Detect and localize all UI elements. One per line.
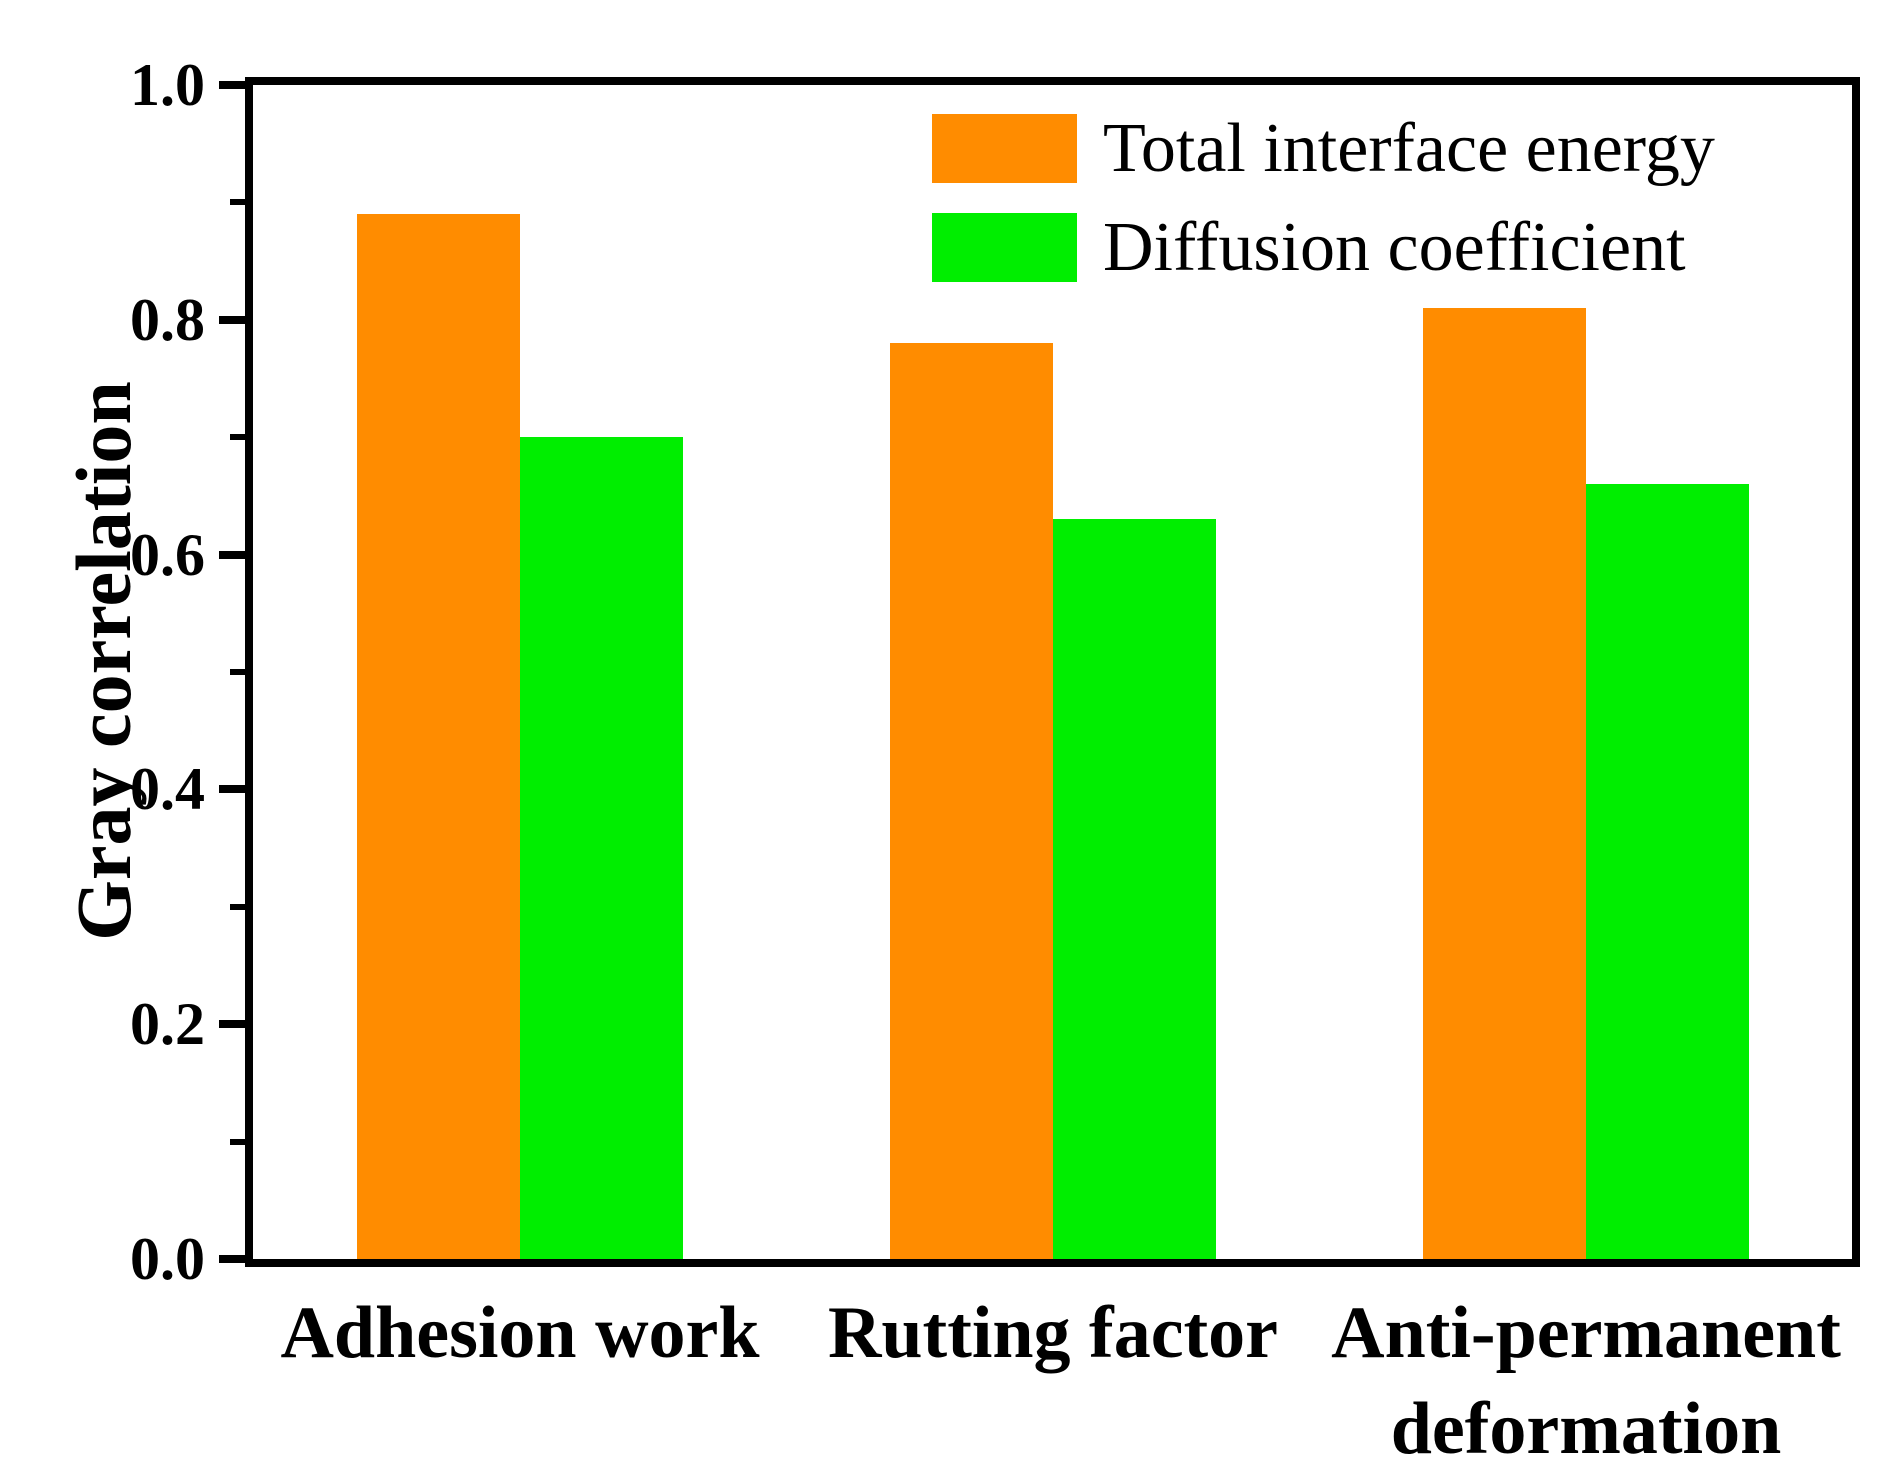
y-tick-label: 0.6 xyxy=(130,522,205,588)
y-minor-tick-mark xyxy=(230,904,245,910)
y-major-tick-mark xyxy=(219,1020,245,1028)
legend-swatch-diffusion-coefficient xyxy=(932,213,1077,282)
y-major-tick-mark xyxy=(219,316,245,324)
bar-total-interface-energy-2 xyxy=(890,343,1053,1259)
bar-diffusion-coefficient-2 xyxy=(1053,519,1216,1259)
y-tick-label: 1.0 xyxy=(130,52,205,118)
legend-label: Diffusion coefficient xyxy=(1103,209,1686,286)
x-category-label: Rutting factor xyxy=(827,1292,1279,1374)
legend-row: Total interface energy xyxy=(932,110,1715,187)
bar-diffusion-coefficient-1 xyxy=(520,437,683,1259)
y-major-tick-mark xyxy=(219,1255,245,1263)
x-category-label: Adhesion work xyxy=(280,1292,760,1374)
y-tick-label: 0.4 xyxy=(130,756,205,822)
y-major-tick-mark xyxy=(219,81,245,89)
y-tick-label: 0.2 xyxy=(130,991,205,1057)
y-tick-label: 0.8 xyxy=(130,287,205,353)
y-axis-title: Gray correlation xyxy=(60,381,147,941)
legend-label: Total interface energy xyxy=(1103,110,1715,187)
y-major-tick-mark xyxy=(219,785,245,793)
bar-total-interface-energy-3 xyxy=(1423,308,1586,1259)
legend-row: Diffusion coefficient xyxy=(932,209,1686,286)
bar-total-interface-energy-1 xyxy=(357,214,520,1259)
y-minor-tick-mark xyxy=(230,669,245,675)
x-category-label: Anti-permanent deformation xyxy=(1331,1292,1841,1470)
legend-swatch-total-interface-energy xyxy=(932,114,1077,183)
y-minor-tick-mark xyxy=(230,199,245,205)
y-major-tick-mark xyxy=(219,551,245,559)
y-tick-label: 0.0 xyxy=(130,1226,205,1292)
bar-diffusion-coefficient-3 xyxy=(1586,484,1749,1259)
y-minor-tick-mark xyxy=(230,1139,245,1145)
y-minor-tick-mark xyxy=(230,434,245,440)
